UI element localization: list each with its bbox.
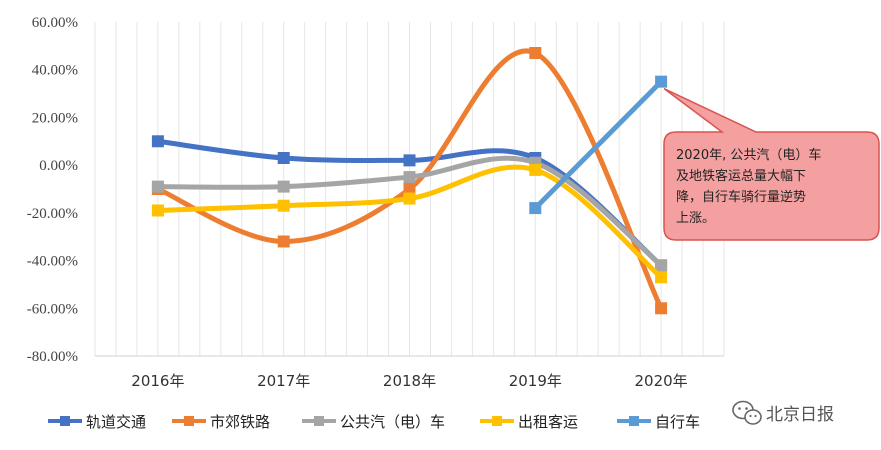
callout-line-3: 降，自行车骑行量逆势: [676, 189, 806, 205]
wechat-icon: [732, 400, 762, 425]
legend-swatch-marker: [314, 416, 324, 426]
data-point: [277, 235, 290, 248]
data-point: [655, 259, 668, 272]
series-line: [532, 79, 664, 211]
data-point: [403, 171, 416, 184]
y-tick-label: -20.00%: [27, 206, 78, 222]
y-tick-label: 60.00%: [32, 15, 78, 31]
data-point: [277, 199, 290, 212]
data-point: [403, 154, 416, 167]
data-point: [403, 183, 416, 195]
legend-label: 市郊铁路: [210, 413, 270, 431]
annotation-callout: 2020年, 公共汽（电）车 及地铁客运总量大幅下 降，自行车骑行量逆势 上涨。: [663, 87, 880, 241]
y-tick-label: 0.00%: [39, 158, 78, 174]
callout-line-1: 2020年, 公共汽（电）车: [676, 147, 821, 163]
grid: [94, 22, 725, 356]
data-point: [529, 47, 542, 60]
callout-line-4: 上涨。: [676, 211, 715, 226]
x-tick-label: 2018年: [383, 372, 436, 390]
series-line: [155, 48, 664, 311]
x-tick-label: 2019年: [509, 372, 562, 390]
legend-label: 公共汽（电）车: [340, 413, 445, 431]
y-tick-label: 20.00%: [32, 110, 78, 126]
series-3: [151, 163, 668, 284]
data-point: [403, 192, 416, 205]
watermark-text: 北京日报: [766, 405, 834, 425]
y-axis-ticks: 60.00% 40.00% 20.00% 0.00% -20.00% -40.00% -60…: [27, 15, 78, 365]
watermark: 北京日报: [732, 400, 834, 425]
data-point: [655, 271, 668, 284]
legend-swatch-marker: [184, 416, 194, 426]
series-2: [151, 155, 668, 272]
x-tick-label: 2016年: [131, 372, 184, 390]
y-tick-label: -40.00%: [27, 254, 78, 270]
y-tick-label: 40.00%: [32, 63, 78, 79]
legend-label: 出租客运: [518, 413, 578, 431]
legend-swatch-marker: [492, 416, 502, 426]
legend-item: 自行车: [617, 413, 700, 431]
callout-line-2: 及地铁客运总量大幅下: [676, 168, 806, 184]
data-point: [151, 135, 164, 148]
legend-item: 公共汽（电）车: [302, 413, 445, 431]
y-tick-label: -60.00%: [27, 301, 78, 317]
legend-label: 轨道交通: [86, 413, 146, 431]
series-layer: [151, 47, 668, 315]
data-point: [151, 204, 164, 217]
data-point: [529, 163, 542, 176]
legend-swatch-marker: [629, 416, 639, 426]
legend-item: 轨道交通: [48, 413, 146, 431]
data-point: [277, 151, 290, 164]
series-1: [151, 47, 668, 315]
series-4: [529, 75, 668, 215]
data-point: [277, 180, 290, 193]
x-tick-label: 2017年: [257, 372, 310, 390]
x-tick-label: 2020年: [635, 372, 688, 390]
data-point: [655, 302, 668, 315]
y-tick-label: -80.00%: [27, 349, 78, 365]
legend: 轨道交通 市郊铁路 公共汽（电）车 出租客运 自行车: [48, 413, 700, 431]
legend-item: 出租客运: [480, 413, 578, 431]
legend-swatch-marker: [60, 416, 70, 426]
data-point: [655, 75, 668, 88]
data-point: [529, 202, 542, 215]
legend-label: 自行车: [655, 413, 700, 431]
data-point: [151, 180, 164, 193]
callout-shape: [663, 87, 880, 241]
legend-item: 市郊铁路: [172, 413, 270, 431]
x-axis-ticks: 2016年 2017年 2018年 2019年 2020年: [131, 372, 687, 390]
